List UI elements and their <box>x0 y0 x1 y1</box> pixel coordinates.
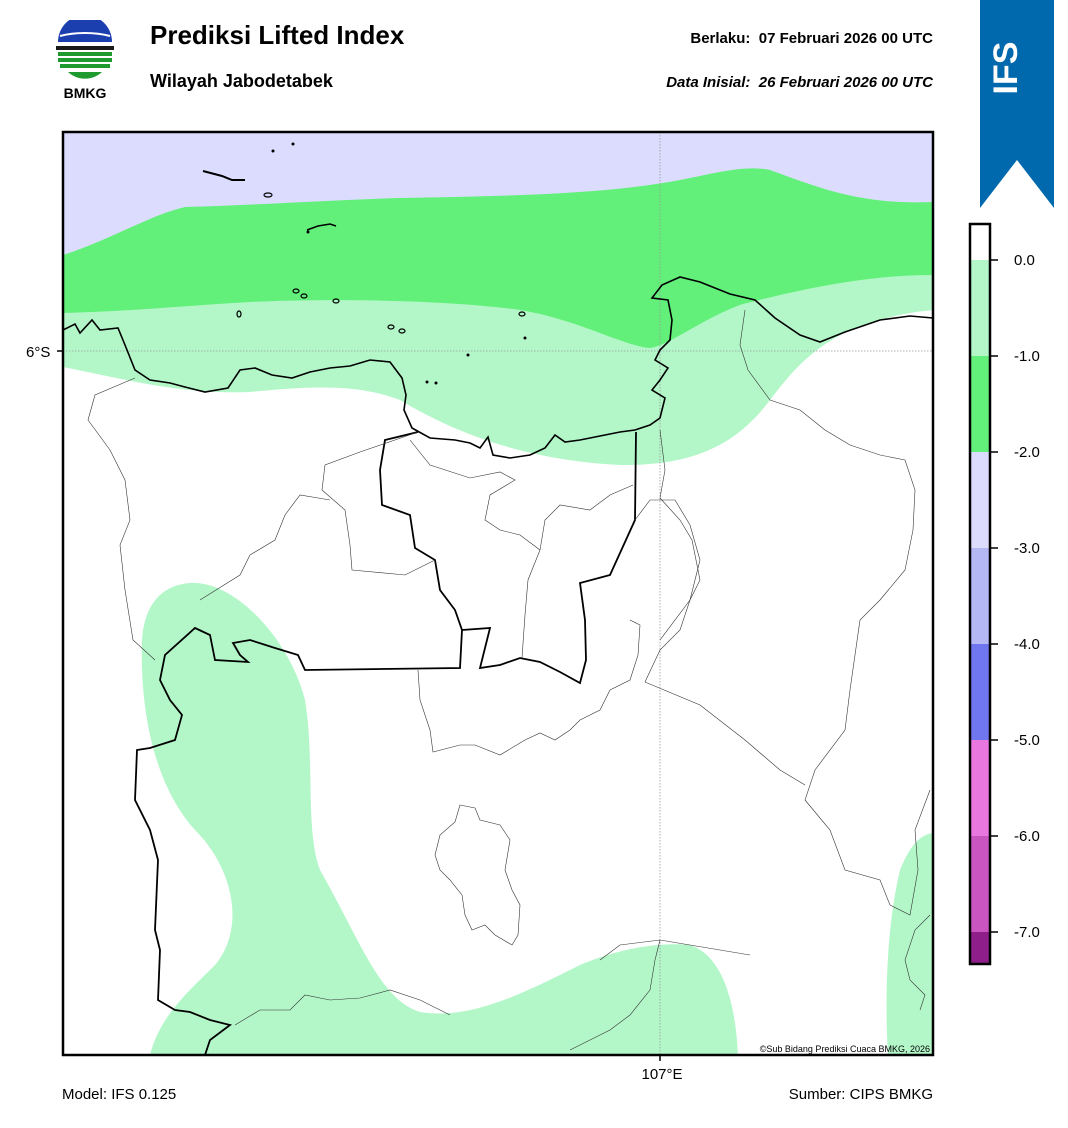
page-title: Prediksi Lifted Index <box>150 20 405 50</box>
colorbar-tick-label: -5.0 <box>1014 732 1040 749</box>
colorbar-segment <box>970 836 990 932</box>
colorbar-segment <box>970 548 990 644</box>
valid-time: Berlaku: 07 Februari 2026 00 UTC <box>690 30 933 47</box>
ribbon-text: IFS <box>987 42 1025 95</box>
colorbar-tick-label: -1.0 <box>1014 348 1040 365</box>
district-boundaries <box>87 309 931 1051</box>
coastline-java-north <box>63 276 933 459</box>
colorbar-segment <box>970 644 990 740</box>
province-boundary <box>134 431 463 1055</box>
lifted-index-lightgreen-zone <box>63 270 933 466</box>
footer-source: Sumber: CIPS BMKG <box>788 1086 933 1103</box>
init-label: Data Inisial: <box>666 74 751 91</box>
colorbar-tick-label: -3.0 <box>1014 540 1040 557</box>
valid-value: 07 Februari 2026 00 UTC <box>758 30 933 47</box>
model-ribbon: IFS <box>980 0 1054 208</box>
colorbar: 0.0 -1.0 -2.0 -3.0 -4.0 -5.0 -6.0 -7.0 <box>968 222 1040 966</box>
init-time: Data Inisial: 26 Februari 2026 00 UTC <box>666 74 933 91</box>
colorbar-segment <box>970 452 990 548</box>
colorbar-frame <box>968 222 992 966</box>
longitude-label: 107°E <box>641 1066 682 1083</box>
valid-label: Berlaku: <box>690 30 751 47</box>
lifted-index-green-zone <box>63 168 933 348</box>
colorbar-segment <box>970 740 990 836</box>
colorbar-segment <box>970 356 990 452</box>
colorbar-tick-label: -4.0 <box>1014 636 1040 653</box>
init-value: 26 Februari 2026 00 UTC <box>758 74 933 91</box>
colorbar-tick-label: -7.0 <box>1014 924 1040 941</box>
lifted-index-southwest-zone <box>141 582 738 1055</box>
latitude-label: 6°S <box>26 344 50 361</box>
footer-model: Model: IFS 0.125 <box>62 1086 177 1103</box>
copyright-text: ©Sub Bidang Prediksi Cuaca BMKG, 2026 <box>760 1044 930 1054</box>
map-frame <box>61 130 935 1057</box>
island-thousand-islands <box>202 170 245 181</box>
colorbar-segment <box>970 260 990 356</box>
logo-text: BMKG <box>64 85 107 101</box>
colorbar-tick-label: -2.0 <box>1014 444 1040 461</box>
colorbar-segment <box>970 932 990 964</box>
colorbar-segment <box>970 224 990 260</box>
bmkg-logo-globe-icon <box>56 20 114 79</box>
page-subtitle: Wilayah Jabodetabek <box>150 71 333 91</box>
lifted-index-southeast-zone <box>886 833 933 1055</box>
colorbar-tick-label: 0.0 <box>1014 252 1035 269</box>
bmkg-logo: BMKG <box>56 20 114 101</box>
ribbon-shape <box>980 0 1054 208</box>
colorbar-tick-label: -6.0 <box>1014 828 1040 845</box>
